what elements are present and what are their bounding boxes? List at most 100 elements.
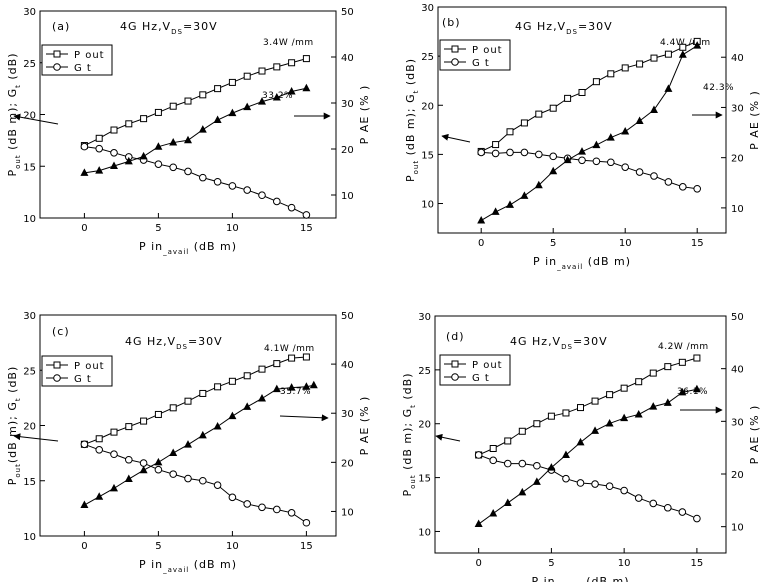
gt-point: [549, 152, 558, 161]
subscript: out: [14, 463, 22, 477]
text-span: P in: [533, 255, 557, 268]
series-line-p-out: [84, 58, 307, 146]
pout-point: [549, 104, 557, 112]
pae-point: [678, 387, 687, 396]
legend-circle-marker: [53, 374, 61, 382]
x-tick-label: 15: [300, 223, 313, 234]
x-tick-label: 10: [619, 238, 632, 249]
y-axis-title: Pout (dB m); Gt (dB): [6, 52, 22, 176]
pae-point: [489, 509, 498, 517]
y-tick-label: 15: [23, 477, 36, 488]
y-tick-label: 15: [23, 162, 36, 173]
pae-point: [693, 41, 702, 49]
pae-point: [650, 105, 658, 113]
text-span: 4G Hz,V: [120, 20, 171, 33]
series-line-p-out: [84, 356, 307, 445]
annotation-power-density: 4.2W /mm: [658, 342, 709, 352]
pout-point: [492, 141, 500, 149]
text-span: 4G Hz,V: [510, 335, 561, 348]
annotation-peak-pae: 35.7%: [280, 387, 311, 397]
legend-label: G t: [74, 374, 92, 385]
pout-point: [243, 372, 251, 380]
y2-tick-label: 50: [341, 311, 354, 322]
y2-axis-title: P AE (% ): [748, 90, 761, 150]
pae-point: [80, 500, 89, 509]
pae-point: [634, 409, 643, 418]
pae-point: [518, 487, 527, 496]
y2-tick-label: 40: [731, 365, 744, 376]
gt-point: [302, 211, 311, 219]
gt-point: [477, 148, 486, 157]
pae-point: [664, 84, 673, 92]
text-span: P: [6, 169, 19, 177]
pout-point: [504, 437, 512, 445]
pout-point: [635, 378, 643, 386]
text-span: (dB m); G: [404, 93, 417, 160]
text-span: (dB m): [583, 255, 631, 268]
pae-point: [169, 138, 178, 146]
legend: P out G t: [41, 355, 113, 387]
y2-tick-label: 30: [341, 99, 354, 110]
y-tick-label: 10: [23, 532, 36, 543]
pae-point: [184, 135, 192, 144]
gt-point: [110, 148, 118, 157]
text-span: P in: [139, 240, 163, 253]
series-line-g-t: [84, 443, 307, 524]
text-span: P in: [531, 575, 555, 582]
subscript: DS: [176, 343, 188, 351]
series-line-g-t: [481, 151, 698, 190]
pae-point: [243, 102, 252, 111]
pout-point: [214, 383, 222, 391]
x-tick-label: 10: [618, 558, 631, 569]
pae-point: [578, 147, 586, 155]
chart-panel-d: 0 5 10 15 10 15 20 25 30 10 20 30 40 50 P in_avail (dB…: [401, 312, 761, 582]
gt-point: [503, 459, 512, 468]
pae-point: [213, 421, 222, 430]
gt-point: [562, 474, 570, 483]
text-span: (dB m): [189, 558, 237, 571]
pout-point: [199, 91, 207, 99]
y-tick-label: 25: [418, 366, 431, 377]
y-tick-label: 10: [421, 200, 434, 211]
pout-point: [562, 409, 570, 417]
gt-point: [506, 148, 514, 157]
pae-point: [503, 498, 512, 506]
gt-point: [520, 148, 529, 157]
y2-axis-title: P AE (% ): [358, 85, 371, 145]
x-axis-title: P in_avail (dB m): [139, 558, 237, 574]
y2-tick-label: 40: [731, 53, 744, 64]
pout-point: [679, 43, 687, 51]
y2-tick-label: 20: [731, 154, 744, 165]
annotation-power-density: 3.4W /mm: [263, 38, 314, 48]
pae-point: [506, 200, 514, 208]
series-line-pae: [478, 388, 698, 525]
pout-point: [606, 391, 614, 399]
gt-point: [154, 160, 163, 168]
pae-point: [549, 166, 558, 175]
y2-tick-label: 40: [341, 53, 354, 64]
gt-point: [95, 144, 103, 153]
annotation-power-density: 4.1W /mm: [264, 344, 315, 354]
legend-box: [439, 39, 511, 71]
pout-point: [288, 354, 296, 362]
chart-panel-a: 0 5 10 15 10 15 20 25 30 10 20 30 40 50 P in_avail (dB…: [6, 7, 371, 256]
text-span: (dB): [6, 366, 19, 398]
pae-point: [154, 457, 163, 466]
y-tick-label: 20: [23, 111, 36, 122]
gt-point: [650, 172, 658, 180]
gt-point: [228, 493, 237, 502]
y-tick-label: 15: [421, 150, 434, 161]
pae-point: [663, 398, 672, 406]
gt-point: [184, 167, 192, 176]
subscript: t: [412, 90, 420, 94]
pout-point: [169, 102, 177, 110]
pout-point: [243, 72, 251, 80]
y-axis-title: Pout (dB m); Gt (dB): [404, 58, 420, 182]
pout-point: [273, 63, 281, 71]
series-line-p-out: [478, 357, 698, 456]
pout-point: [95, 435, 103, 443]
pout-point: [199, 389, 207, 397]
text-span: P: [401, 489, 414, 497]
pout-point: [214, 85, 222, 93]
legend-label: G t: [472, 58, 490, 69]
